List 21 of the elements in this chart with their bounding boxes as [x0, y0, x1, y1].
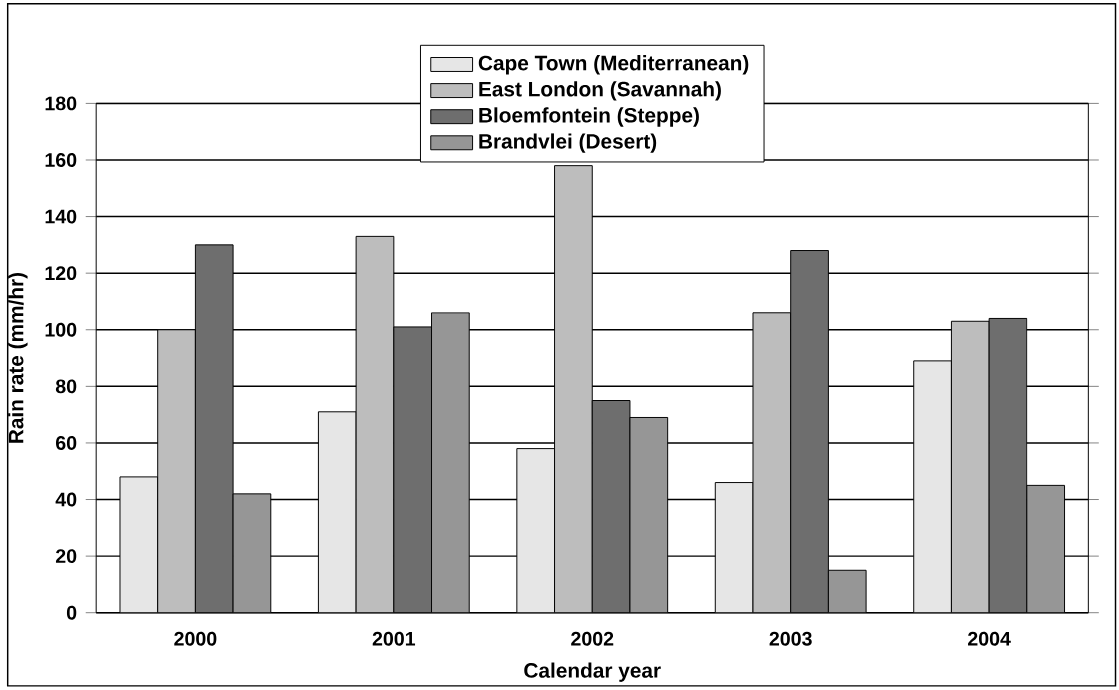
x-axis-title: Calendar year — [524, 662, 661, 682]
y-tick-label: 60 — [56, 435, 77, 450]
x-tick-label: 2000 — [174, 631, 217, 646]
y-tick-label: 80 — [55, 379, 77, 394]
x-tick-label: 2003 — [769, 631, 812, 646]
y-tick-label: 120 — [45, 266, 77, 281]
legend-label: Brandvlei (Desert) — [479, 133, 657, 153]
legend-label: Bloemfontein (Steppe) — [479, 107, 699, 127]
y-tick-label: 20 — [55, 549, 77, 564]
y-tick-label: 100 — [45, 322, 77, 337]
x-tick-label: 2002 — [571, 631, 614, 646]
x-tick-label: 2001 — [372, 631, 416, 646]
y-axis-title: Rain rate (mm/hr) — [8, 272, 28, 443]
y-tick-label: 140 — [45, 209, 77, 224]
x-tick-label: 2004 — [968, 631, 1011, 646]
legend-label: East London (Savannah) — [479, 81, 721, 101]
y-tick-label: 180 — [45, 96, 77, 111]
y-tick-label: 0 — [66, 605, 77, 620]
y-tick-label: 40 — [55, 492, 77, 507]
y-tick-label: 160 — [45, 153, 77, 167]
legend-label: Cape Town (Mediterranean) — [478, 55, 749, 75]
